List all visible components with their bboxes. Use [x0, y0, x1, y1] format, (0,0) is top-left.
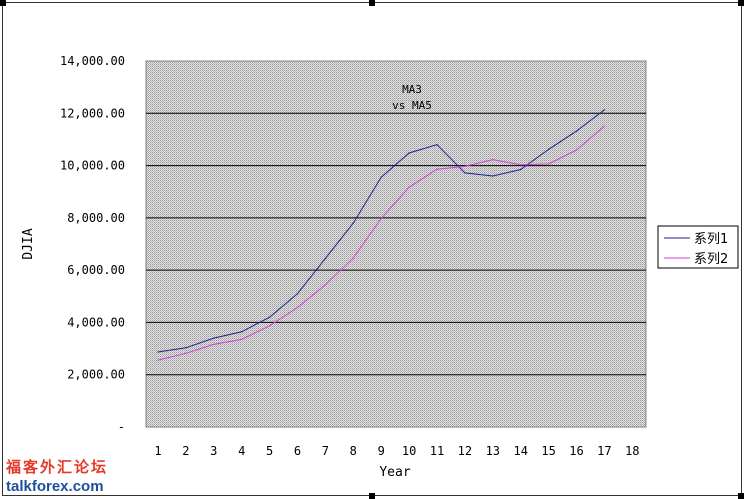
data-point: [492, 175, 494, 177]
x-tick-label: 7: [322, 444, 329, 458]
x-tick-label: 16: [569, 444, 583, 458]
data-point: [548, 163, 550, 165]
y-axis-label: DJIA: [21, 228, 36, 259]
data-point: [157, 351, 159, 353]
data-point: [520, 164, 522, 166]
data-point: [408, 152, 410, 154]
x-tick-label: 1: [154, 444, 161, 458]
chart-title-line1: MA3: [402, 83, 422, 96]
data-point: [436, 168, 438, 170]
data-point: [464, 165, 466, 167]
x-tick-label: 14: [513, 444, 527, 458]
x-tick-label: 4: [238, 444, 245, 458]
data-point: [464, 172, 466, 174]
x-tick-label: 6: [294, 444, 301, 458]
y-tick-label: -: [118, 420, 125, 434]
data-point: [352, 222, 354, 224]
resize-handle-bottom-right[interactable]: [738, 493, 744, 499]
y-axis-tick-labels: - 2,000.00 4,000.00 6,000.00 8,000.00 10,000.…: [60, 54, 125, 434]
watermark: 福客外汇论坛 talkforex.com: [6, 456, 108, 495]
x-axis-tick-labels: 1 2 3 4 5 6 7 8 9 10 11 12 13 14 15 16 17 18: [154, 444, 639, 458]
plot-area: [145, 60, 647, 428]
data-point: [408, 186, 410, 188]
x-tick-label: 8: [350, 444, 357, 458]
data-point: [380, 176, 382, 178]
x-tick-label: 15: [541, 444, 555, 458]
data-point: [380, 217, 382, 219]
data-point: [269, 325, 271, 327]
y-tick-label: 4,000.00: [67, 315, 125, 329]
y-tick-label: 10,000.00: [60, 159, 125, 173]
data-point: [269, 316, 271, 318]
data-point: [296, 306, 299, 309]
resize-handle-top-right[interactable]: [738, 0, 744, 6]
x-tick-label: 10: [402, 444, 416, 458]
y-tick-label: 2,000.00: [67, 368, 125, 382]
x-tick-label: 17: [597, 444, 611, 458]
data-point: [296, 293, 299, 295]
data-point: [213, 337, 215, 339]
data-point: [520, 168, 522, 171]
y-tick-label: 12,000.00: [60, 106, 125, 120]
data-point: [241, 331, 243, 333]
data-point: [548, 148, 550, 150]
x-tick-label: 13: [486, 444, 500, 458]
resize-handle-bottom-middle[interactable]: [369, 493, 375, 499]
y-tick-label: 6,000.00: [67, 263, 125, 277]
x-tick-label: 18: [625, 444, 639, 458]
gridlines: [146, 112, 646, 376]
resize-handle-top-left[interactable]: [0, 0, 6, 6]
watermark-text-cn: 福客外汇论坛: [6, 458, 109, 476]
data-point: [492, 158, 494, 161]
data-point: [352, 257, 354, 259]
x-tick-label: 11: [430, 444, 444, 458]
data-point: [185, 347, 187, 349]
chart-title-line2: vs MA5: [392, 99, 432, 112]
data-point: [575, 149, 578, 151]
data-point: [603, 125, 606, 127]
resize-handle-top-middle[interactable]: [369, 0, 375, 6]
data-point: [157, 359, 159, 361]
data-point: [213, 343, 215, 345]
legend-box: [657, 225, 739, 269]
y-tick-label: 8,000.00: [67, 211, 125, 225]
data-point: [185, 352, 187, 354]
data-point: [241, 338, 243, 341]
data-point: [436, 144, 438, 146]
y-tick-label: 14,000.00: [60, 54, 125, 68]
x-tick-label: 5: [266, 444, 273, 458]
data-point: [324, 257, 326, 259]
x-axis-label: Year: [379, 465, 410, 480]
x-tick-label: 2: [182, 444, 189, 458]
data-point: [603, 109, 606, 111]
legend-label: 系列1: [694, 232, 728, 247]
x-tick-label: 3: [210, 444, 217, 458]
data-point: [575, 130, 578, 132]
x-tick-label: 12: [458, 444, 472, 458]
legend-label: 系列2: [694, 252, 728, 267]
watermark-text-en: talkforex.com: [6, 478, 104, 495]
series-lines: [157, 109, 606, 361]
x-tick-label: 9: [378, 444, 385, 458]
data-point: [324, 284, 326, 286]
